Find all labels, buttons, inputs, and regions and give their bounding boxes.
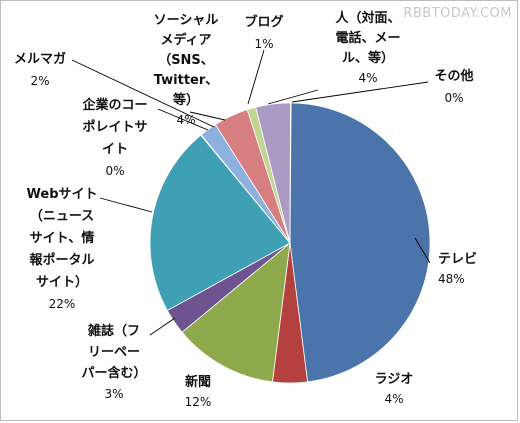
slice-label-line: サイト、情 [30,230,95,246]
slice-label: ラジオ 4% [375,372,414,406]
slice-label: テレビ 48% [438,251,477,286]
slice-label: メルマガ 2% [14,52,66,88]
slice-label-line: パー含む） [81,365,146,381]
leader-line [157,108,209,131]
slice-label-line: 報ポータル [29,252,94,268]
slice-percent-label: 22% [49,297,76,311]
slice-label-line: メルマガ [14,52,66,67]
pie-slice [289,102,431,383]
slice-label-line: イト [102,142,128,157]
slice-label-line: ポレイトサ [82,119,147,135]
slice-label-line: 電話、メー [335,30,400,46]
slice-percent-label: 1% [254,37,273,51]
slice-label-line: リーペー [88,345,140,360]
slice-label-line: （ニュース [30,208,94,224]
slice-label: 人（対面、電話、メール、等） 4% [335,10,400,85]
slice-percent-label: 12% [185,395,212,409]
slice-label-line: Webサイト [27,187,98,202]
slice-label-line: 企業のコー [81,97,147,113]
slice-label-line: ソーシャル [154,13,219,28]
leader-line [267,89,319,105]
slice-label-line: ラジオ [375,372,414,387]
slice-label-line: サイト） [36,274,88,290]
pie-slice [149,134,291,311]
pie-slice [289,102,292,244]
slice-percent-label: 4% [384,392,403,406]
slice-percent-label: 4% [176,113,195,127]
leader-line [291,81,429,103]
slice-label-line: 等） [172,92,199,108]
slice-percent-label: 0% [444,91,463,105]
slice-percent-label: 3% [104,387,123,401]
slice-label-line: Twitter、 [154,73,219,88]
slice-label-line: テレビ [438,251,477,267]
slice-percent-label: 48% [438,272,465,286]
slice-label-line: 雑誌（フ [87,323,140,339]
leader-line [71,59,215,128]
slice-percent-label: 4% [358,71,377,85]
slice-label-line: （SNS、 [158,52,214,68]
leader-line [149,317,176,336]
slice-label: その他 0% [434,68,473,105]
slice-label-line: 新聞 [185,374,211,390]
pie-slice [181,242,291,383]
slice-percent-label: 2% [30,74,49,88]
slice-label: 新聞 12% [185,374,212,409]
slice-label-line: ブログ [244,14,283,30]
slice-label-line: メディア [160,32,211,48]
slice-label-line: その他 [434,68,473,84]
slice-label: ブログ 1% [244,14,283,51]
watermark: RBBTODAY.COM [403,6,512,21]
leader-line [99,197,153,213]
leader-line [189,111,226,121]
slice-percent-label: 0% [105,164,124,178]
slice-label-line: ル、等） [342,50,394,66]
leader-line [414,237,431,264]
slice-label-line: 人（対面、 [335,10,400,26]
leader-line [247,49,265,105]
